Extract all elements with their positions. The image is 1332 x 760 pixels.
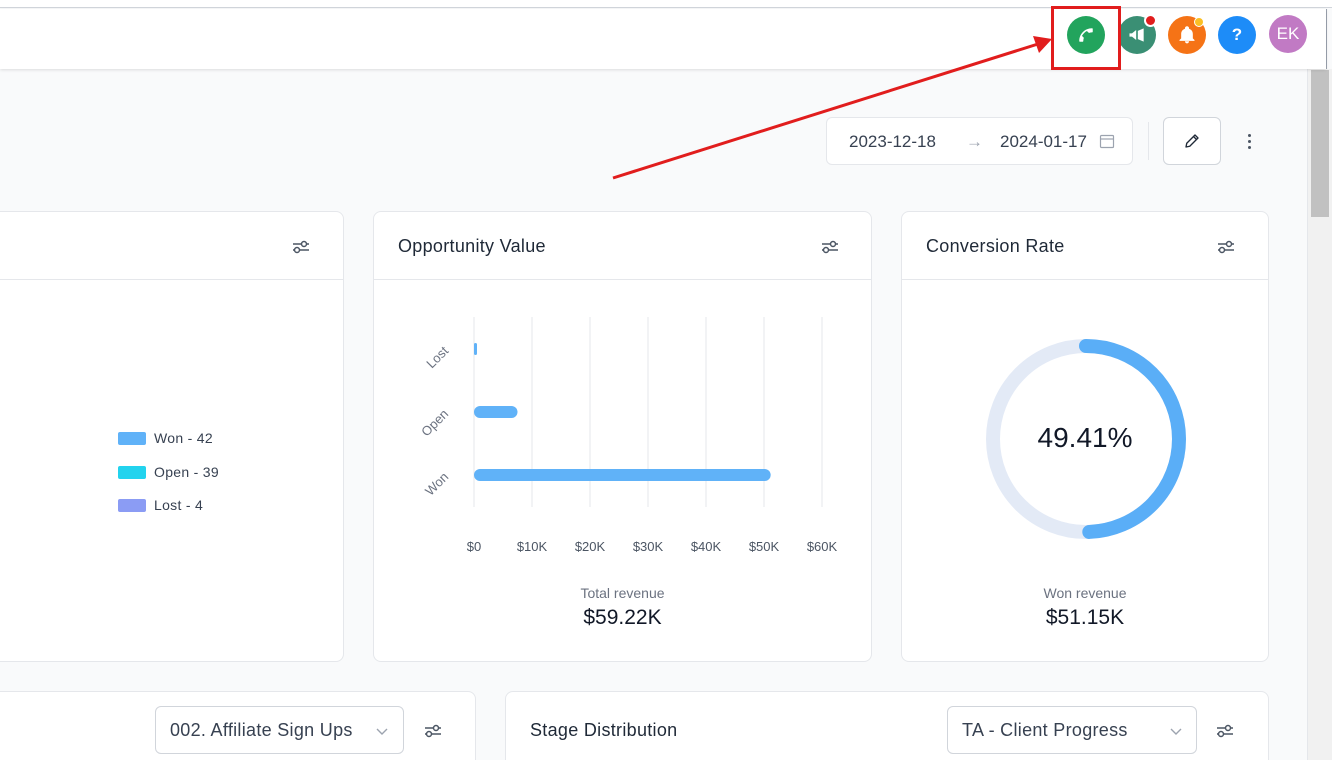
- calendar-icon: [1099, 134, 1115, 149]
- edit-dashboard-button[interactable]: [1163, 117, 1221, 165]
- legend-swatch: [118, 465, 146, 479]
- chevron-down-icon: [376, 728, 388, 735]
- phone-highlight-box: [1051, 6, 1121, 70]
- total-revenue-value: $59.22K: [583, 606, 662, 629]
- legend-item-lost[interactable]: Lost - 4: [118, 497, 203, 513]
- phone-icon: [1079, 28, 1093, 42]
- filter-settings-icon[interactable]: [291, 238, 311, 256]
- more-dot: [1247, 139, 1251, 143]
- bar-lost[interactable]: [474, 343, 477, 355]
- bar-won[interactable]: [474, 469, 771, 481]
- legend-item-won[interactable]: Won - 42: [118, 430, 213, 446]
- card-title: Conversion Rate: [926, 236, 1065, 256]
- help-button[interactable]: ?: [1218, 16, 1256, 54]
- card-title: Opportunity Value: [398, 236, 546, 256]
- filter-settings-icon[interactable]: [423, 722, 443, 740]
- more-dot: [1247, 145, 1251, 149]
- phone-button[interactable]: [1067, 16, 1105, 54]
- won-revenue-label: Won revenue: [1043, 585, 1127, 601]
- x-tick-label: $30K: [632, 539, 664, 554]
- legend-label: Open - 39: [154, 464, 219, 480]
- date-arrow-icon: →: [966, 132, 983, 151]
- avatar-initials: EK: [1276, 24, 1300, 43]
- header-divider: [1326, 9, 1327, 69]
- date-start: 2023-12-18: [849, 132, 936, 151]
- opportunity-value-card: Opportunity Value $0 $10K $20K $30K $40K $50K…: [373, 211, 872, 662]
- more-dot: [1247, 133, 1251, 137]
- x-tick-label: $0: [466, 539, 482, 554]
- top-header: ? EK: [0, 9, 1326, 69]
- card-header: [0, 212, 343, 280]
- x-tick-label: $60K: [806, 539, 838, 554]
- filter-settings-icon[interactable]: [820, 238, 840, 256]
- conversion-gauge: [986, 339, 1186, 539]
- pipeline-select-value: TA - Client Progress: [962, 720, 1128, 740]
- announcement-badge: [1144, 14, 1157, 27]
- card-header: [374, 212, 871, 280]
- total-revenue-label: Total revenue: [580, 585, 665, 601]
- x-tick-label: $20K: [574, 539, 606, 554]
- legend-swatch: [118, 431, 146, 445]
- filter-settings-icon[interactable]: [1216, 238, 1236, 256]
- help-icon: ?: [1231, 25, 1243, 44]
- pipeline-select[interactable]: TA - Client Progress: [947, 706, 1197, 754]
- chevron-down-icon: [1170, 728, 1182, 735]
- x-tick-label: $10K: [516, 539, 548, 554]
- pencil-icon: [1185, 134, 1199, 148]
- browser-edge: [0, 0, 1332, 8]
- annotation-arrow: [612, 36, 1052, 180]
- card-title: Stage Distribution: [530, 720, 678, 740]
- user-avatar[interactable]: EK: [1269, 15, 1307, 53]
- gauge-fill: [986, 339, 1186, 539]
- x-tick-label: $40K: [690, 539, 722, 554]
- more-options-button[interactable]: [1239, 128, 1259, 154]
- legend-item-open[interactable]: Open - 39: [118, 464, 219, 480]
- legend-label: Lost - 4: [154, 497, 204, 513]
- opportunity-value-chart: [473, 317, 823, 507]
- card-header: [902, 212, 1268, 280]
- pipeline-select[interactable]: 002. Affiliate Sign Ups: [155, 706, 404, 754]
- notification-badge: [1194, 17, 1204, 27]
- stage-distribution-card: Stage Distribution TA - Client Progress: [505, 691, 1269, 760]
- legend-label: Won - 42: [154, 430, 213, 446]
- conversion-rate-value: 49.41%: [1037, 422, 1133, 453]
- filter-settings-icon[interactable]: [1215, 722, 1235, 740]
- legend-swatch: [118, 498, 146, 512]
- pipeline-select-value: 002. Affiliate Sign Ups: [170, 720, 353, 740]
- opportunity-status-card: Won - 42 Open - 39 Lost - 4: [0, 211, 344, 662]
- date-range-picker[interactable]: 2023-12-18 → 2024-01-17: [826, 117, 1133, 165]
- date-end: 2024-01-17: [1000, 132, 1087, 151]
- x-tick-label: $50K: [748, 539, 780, 554]
- bell-icon: [1179, 26, 1195, 44]
- pipeline-card: 002. Affiliate Sign Ups: [0, 691, 476, 760]
- bar-open[interactable]: [474, 406, 518, 418]
- megaphone-icon: [1129, 28, 1144, 42]
- conversion-rate-card: Conversion Rate 49.41% Won revenue $51.1…: [901, 211, 1269, 662]
- scrollbar-thumb[interactable]: [1311, 70, 1329, 217]
- won-revenue-value: $51.15K: [1045, 606, 1125, 629]
- toolbar-divider: [1148, 122, 1149, 160]
